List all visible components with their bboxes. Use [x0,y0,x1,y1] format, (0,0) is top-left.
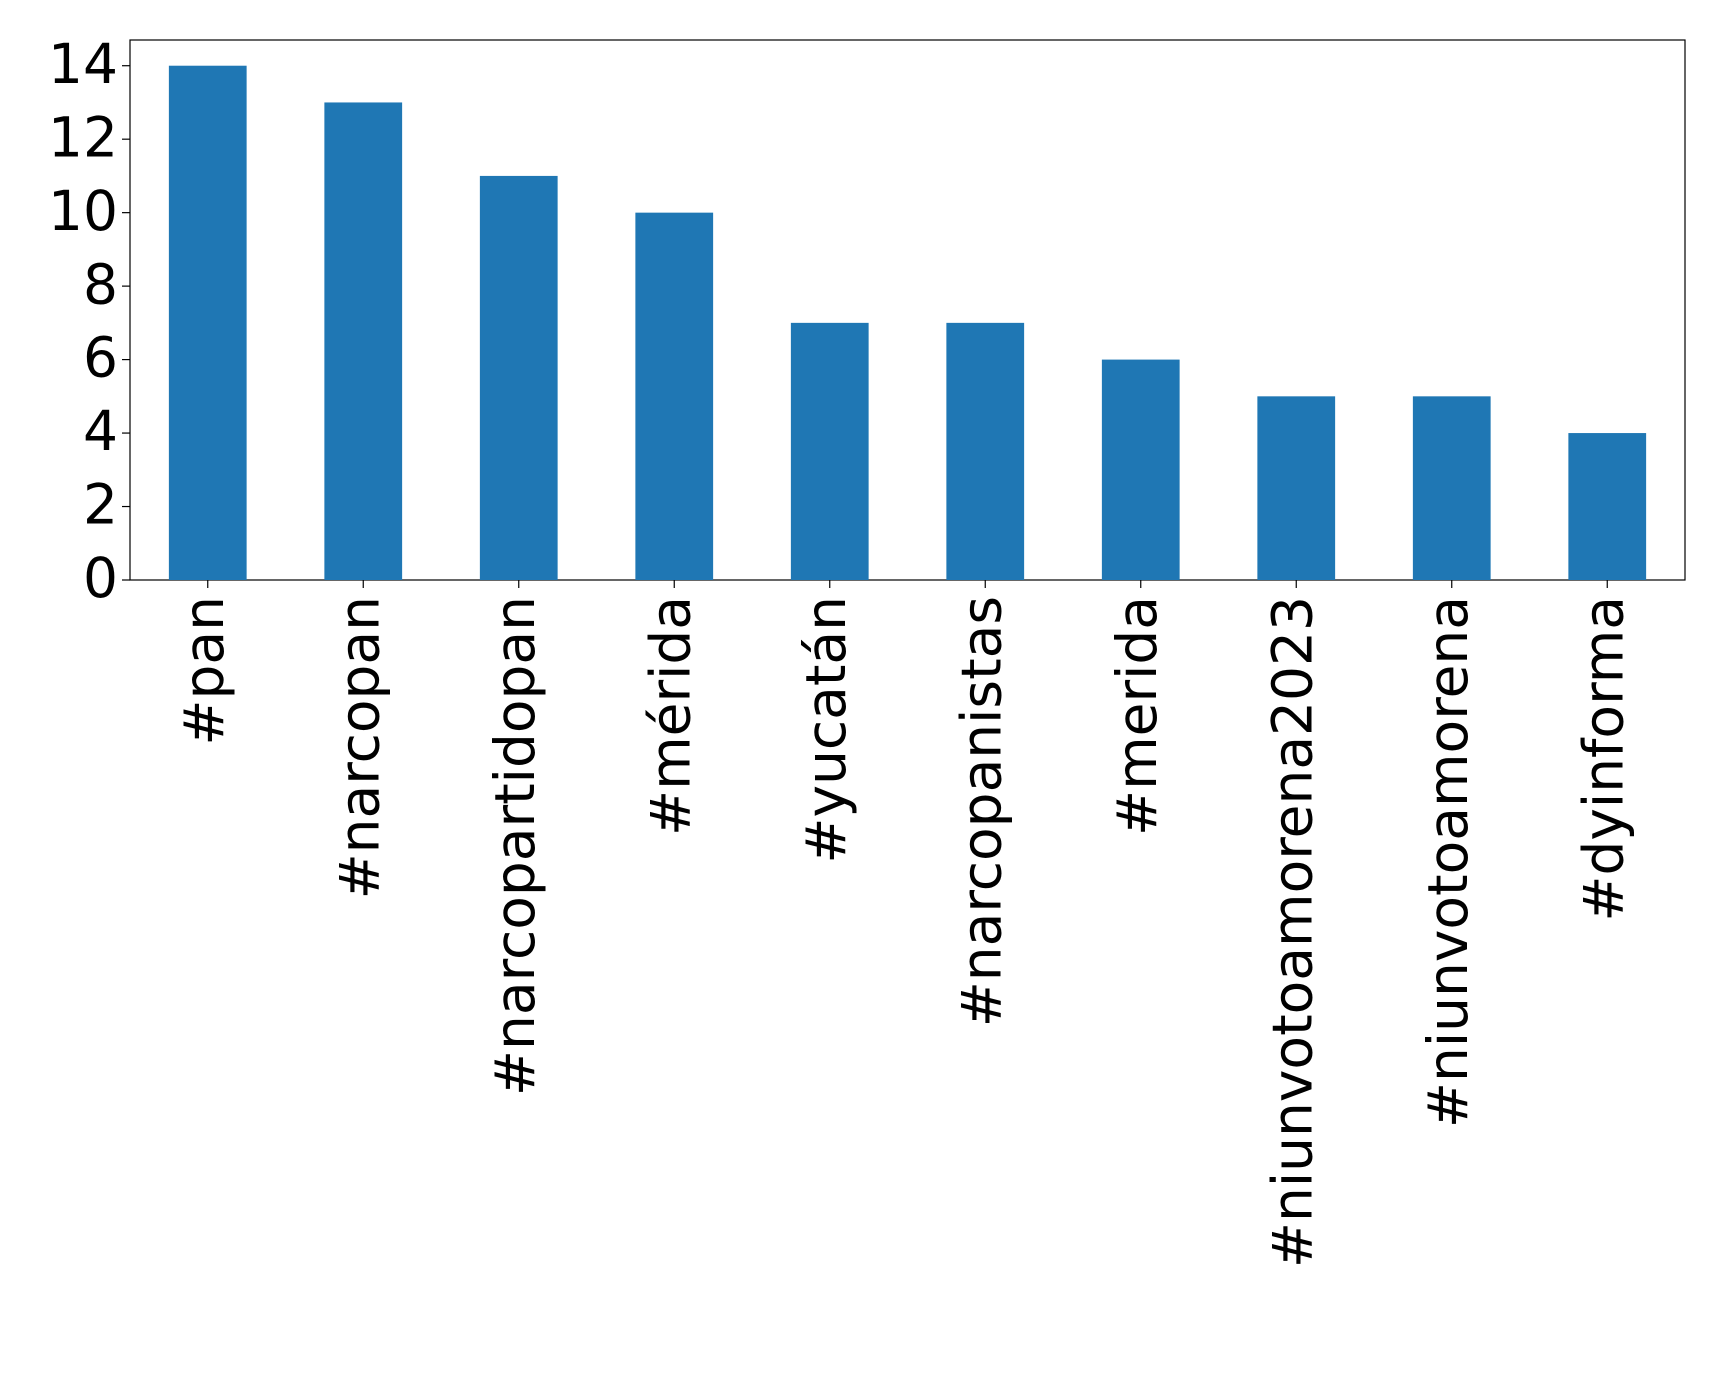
y-tick-label: 12 [48,105,118,169]
y-tick-label: 14 [48,32,118,96]
bar [324,102,403,581]
x-tick-label: #niunvotoamorena [1416,596,1480,1128]
bar [168,65,247,580]
x-tick-label: #narcopartidopan [483,596,547,1096]
x-tick-label: #mérida [638,596,702,836]
bar [946,322,1025,580]
bar [790,322,869,580]
y-tick-label: 8 [83,252,118,316]
bar [1568,433,1647,580]
bar [1101,359,1180,580]
y-tick-label: 0 [83,546,118,610]
y-tick-label: 6 [83,326,118,390]
x-tick-label: #niunvotoamorena2023 [1260,596,1324,1268]
y-tick-label: 4 [83,399,118,463]
bar [1412,396,1491,580]
plot-frame [129,39,1686,581]
bar [1257,396,1336,580]
x-tick-label: #pan [172,596,236,746]
bar [479,175,558,580]
y-tick-label: 10 [48,179,118,243]
y-tick-label: 2 [83,473,118,537]
x-tick-label: #dyinforma [1571,596,1635,922]
x-tick-label: #narcopanistas [949,596,1013,1027]
x-tick-label: #narcopan [327,596,391,899]
x-tick-label: #merida [1105,596,1169,836]
bar [635,212,714,580]
x-tick-label: #yucatán [794,596,858,864]
